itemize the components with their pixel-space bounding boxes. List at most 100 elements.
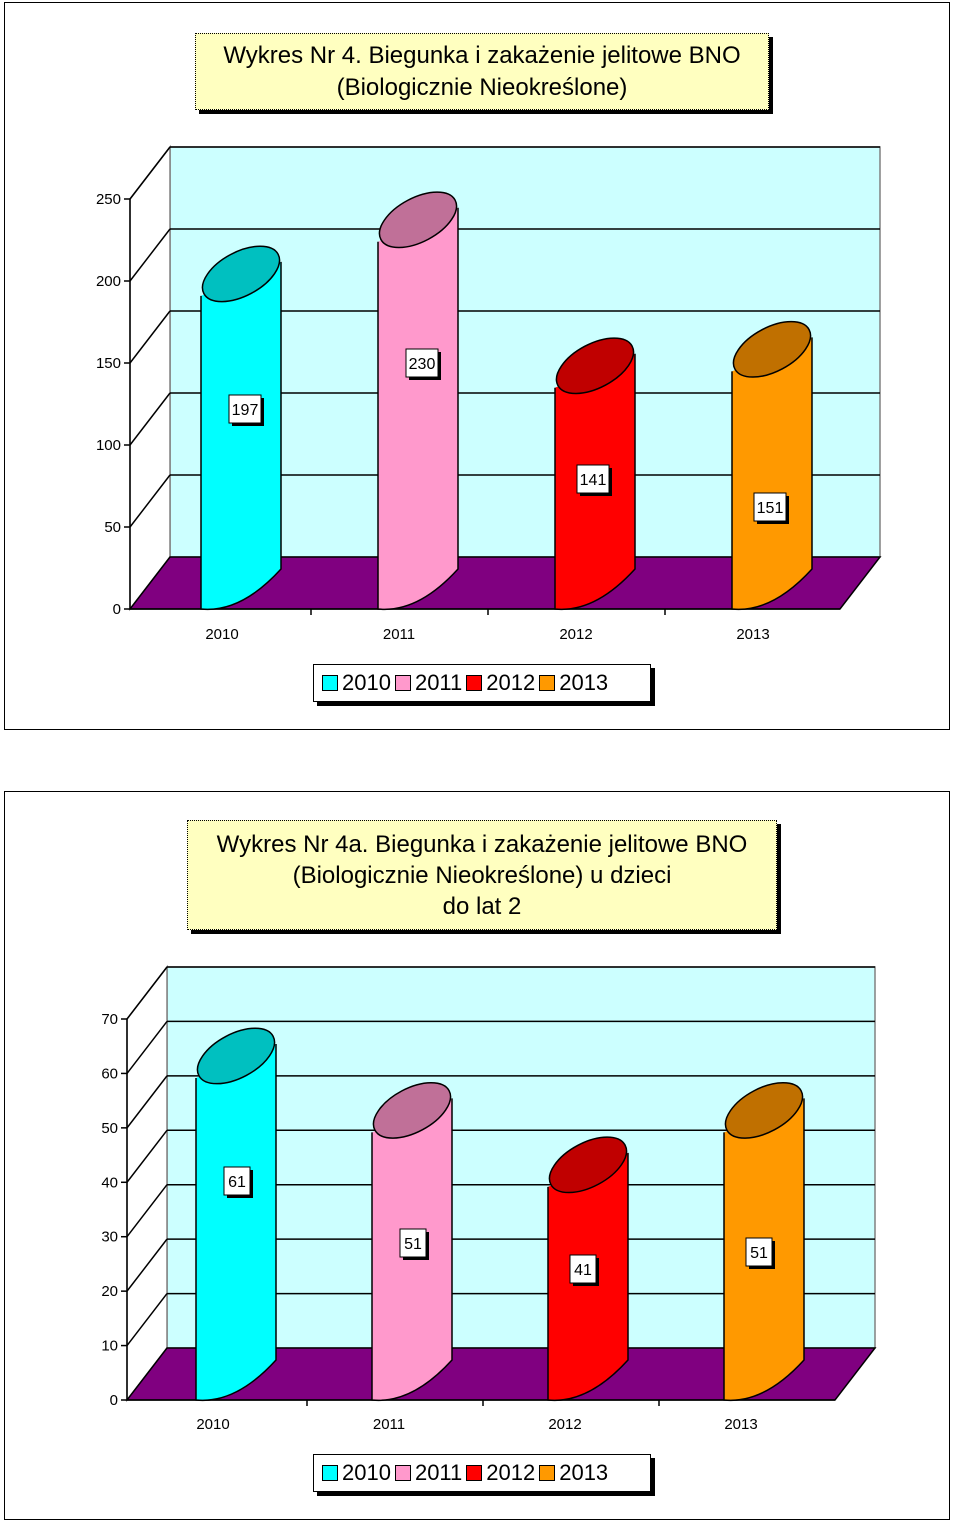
chart-panel-1: Wykres Nr 4. Biegunka i zakażenie jelito… — [4, 2, 950, 730]
x-tick-label: 2012 — [559, 626, 592, 643]
side-wall — [129, 144, 171, 612]
bar-top — [378, 191, 458, 249]
legend-label: 2010 — [342, 670, 391, 695]
chart-title-line: Wykres Nr 4. Biegunka i zakażenie jelito… — [223, 42, 741, 69]
data-label-box — [405, 348, 439, 378]
legend-item: 2012 — [466, 670, 535, 696]
bar-chart-plot: 0 10 20 30 40 50 60 70 2010 2011 2012 2013 61 51 41 51 — [101, 964, 877, 1433]
chart-title-line: (Biologicznie Nieokreślone) u dzieci — [292, 862, 672, 889]
data-label-box — [399, 1228, 427, 1258]
gridline-diagonal — [126, 1238, 168, 1292]
y-tick-label: 30 — [101, 1229, 118, 1246]
y-tick-label: 0 — [113, 601, 121, 618]
legend-label: 2012 — [486, 1460, 536, 1485]
legend-item: 2013 — [539, 1460, 608, 1486]
y-tick-label: 20 — [101, 1283, 118, 1300]
gridline-diagonal — [126, 1293, 168, 1347]
bar-body — [195, 1043, 277, 1402]
legend-label: 2013 — [559, 670, 609, 695]
bar-body — [731, 337, 813, 611]
bar-top — [196, 1027, 276, 1085]
x-tick-label: 2013 — [736, 626, 769, 643]
gridline-diagonal — [126, 1129, 168, 1183]
bar — [195, 1027, 277, 1402]
y-tick-label: 200 — [96, 273, 121, 290]
bar-chart-plot: 0 50 100 150 200 250 2010 2011 2012 2013 197 230 141… — [96, 144, 882, 643]
y-tick-label: 40 — [101, 1174, 118, 1191]
bar-top — [555, 337, 635, 395]
x-tick-label: 2012 — [548, 1416, 581, 1433]
data-label-box — [753, 492, 787, 522]
legend-swatch — [466, 675, 483, 691]
legend-swatch — [394, 1465, 411, 1481]
data-label-box — [228, 394, 262, 424]
x-tick-label: 2011 — [383, 626, 415, 643]
legend-label: 2011 — [414, 670, 463, 695]
y-tick-label: 70 — [101, 1011, 118, 1028]
legend-label: 2012 — [486, 670, 536, 695]
chart-title: Wykres Nr 4a. Biegunka i zakażenie jelit… — [187, 820, 777, 930]
chart-legend: 2010 2011 2012 2013 — [313, 664, 651, 702]
legend-swatch — [466, 1465, 483, 1481]
y-tick-label: 150 — [96, 355, 121, 372]
bar-top — [548, 1136, 628, 1194]
bar-top — [724, 1081, 804, 1139]
chart-title-line: (Biologicznie Nieokreślone) — [336, 74, 628, 101]
x-tick-label: 2010 — [196, 1416, 229, 1433]
y-tick-label: 50 — [101, 1120, 118, 1137]
legend-label: 2011 — [414, 1460, 463, 1485]
legend-swatch — [322, 1465, 338, 1481]
legend-item: 2011 — [394, 1460, 463, 1486]
y-tick-label: 10 — [101, 1338, 118, 1355]
data-label: 41 — [574, 1262, 592, 1279]
legend-label: 2013 — [559, 1460, 609, 1485]
data-label-box — [576, 464, 610, 494]
data-label: 151 — [757, 500, 784, 517]
legend-swatch — [322, 675, 338, 691]
chart-title-line: Wykres Nr 4a. Biegunka i zakażenie jelit… — [216, 831, 748, 858]
bar — [731, 320, 813, 611]
y-tick-label: 250 — [96, 191, 121, 208]
legend-item: 2013 — [539, 670, 608, 696]
y-tick-label: 50 — [104, 519, 121, 536]
bar-body — [200, 261, 282, 611]
side-wall — [126, 964, 168, 1403]
gridline-diagonal — [126, 1184, 168, 1238]
chart-legend: 2010 2011 2012 2013 — [313, 1454, 651, 1492]
chart-title-line: do lat 2 — [442, 893, 522, 920]
chart-title: Wykres Nr 4. Biegunka i zakażenie jelito… — [195, 33, 769, 110]
bar — [377, 191, 459, 611]
bar — [723, 1081, 805, 1402]
bar-top — [201, 245, 281, 303]
x-tick-label: 2010 — [205, 626, 238, 643]
y-tick-label: 100 — [96, 437, 121, 454]
gridline-diagonal — [129, 392, 171, 446]
x-tick-label: 2011 — [373, 1416, 405, 1433]
data-label-box — [745, 1237, 773, 1267]
legend-label: 2010 — [342, 1460, 391, 1485]
bar-body — [377, 207, 459, 611]
data-label: 51 — [750, 1245, 768, 1262]
legend-item: 2010 — [322, 1460, 391, 1486]
gridline-diagonal — [129, 474, 171, 528]
bar — [200, 245, 282, 611]
data-label: 61 — [228, 1174, 246, 1191]
bar-top — [732, 320, 812, 378]
y-tick-label: 0 — [110, 1392, 118, 1409]
legend-swatch — [539, 1465, 556, 1481]
bar-top — [372, 1081, 452, 1139]
data-label-box — [223, 1166, 251, 1196]
data-label: 230 — [409, 356, 436, 373]
gridline-diagonal — [126, 1075, 168, 1129]
data-label: 141 — [580, 472, 607, 489]
x-tick-label: 2013 — [724, 1416, 757, 1433]
data-label: 197 — [232, 402, 259, 419]
gridline-diagonal — [129, 146, 171, 200]
legend-swatch — [394, 675, 411, 691]
gridline-diagonal — [126, 966, 168, 1020]
chart-panel-2: Wykres Nr 4a. Biegunka i zakażenie jelit… — [4, 791, 950, 1520]
data-label: 51 — [404, 1236, 422, 1253]
legend-item: 2012 — [466, 1460, 535, 1486]
legend-item: 2011 — [394, 670, 463, 696]
gridline-diagonal — [129, 228, 171, 282]
